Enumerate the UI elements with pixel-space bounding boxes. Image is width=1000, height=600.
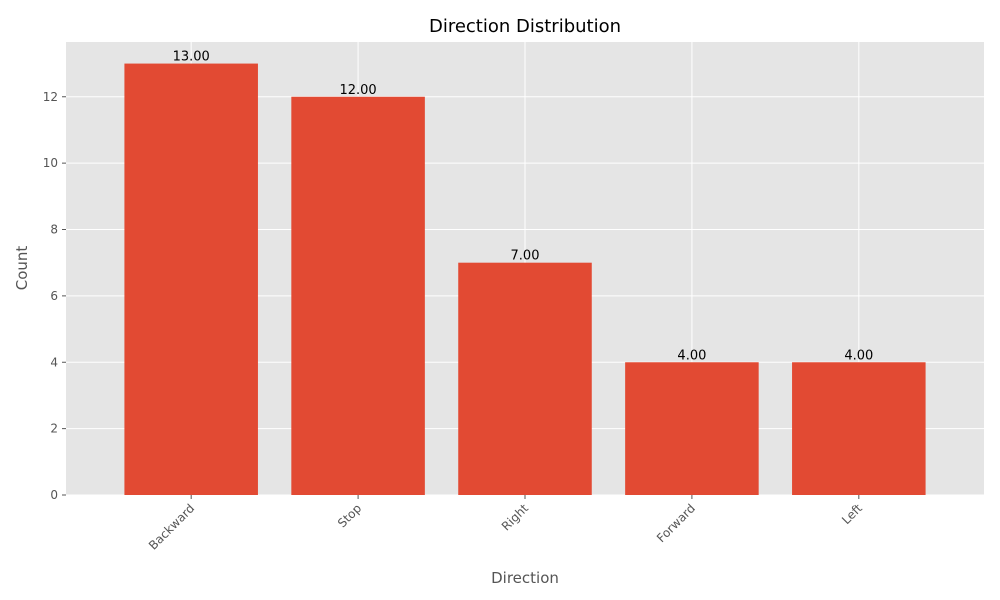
x-tick-label: Left <box>839 501 865 527</box>
data-label: 13.00 <box>173 50 210 65</box>
y-tick-label: 4 <box>50 355 58 369</box>
y-tick-label: 8 <box>50 223 58 237</box>
bar-right <box>458 262 592 495</box>
x-tick-label: Forward <box>654 501 698 545</box>
x-tick-label: Right <box>499 501 531 533</box>
bar-backward <box>124 63 258 495</box>
y-axis-label: Count <box>13 246 31 291</box>
data-label: 12.00 <box>339 83 376 98</box>
y-tick-label: 6 <box>50 289 58 303</box>
bar-forward <box>625 362 759 495</box>
y-tick-label: 0 <box>50 488 58 502</box>
data-labels: 13.00 12.00 7.00 4.00 4.00 <box>173 50 874 364</box>
y-tick-label: 2 <box>50 422 58 436</box>
x-axis: Backward Stop Right Forward Left <box>146 495 865 553</box>
x-tick-label: Backward <box>146 501 197 552</box>
y-tick-label: 12 <box>43 90 58 104</box>
data-label: 7.00 <box>511 249 540 264</box>
y-tick-label: 10 <box>43 156 58 170</box>
x-tick-label: Stop <box>335 501 364 530</box>
chart-title: Direction Distribution <box>429 16 621 37</box>
bar-stop <box>291 96 425 495</box>
data-label: 4.00 <box>844 348 873 363</box>
x-axis-label: Direction <box>491 569 559 587</box>
bars <box>124 63 926 495</box>
y-axis: 0 2 4 6 8 10 12 <box>43 90 66 502</box>
bar-left <box>792 362 926 495</box>
data-label: 4.00 <box>677 348 706 363</box>
